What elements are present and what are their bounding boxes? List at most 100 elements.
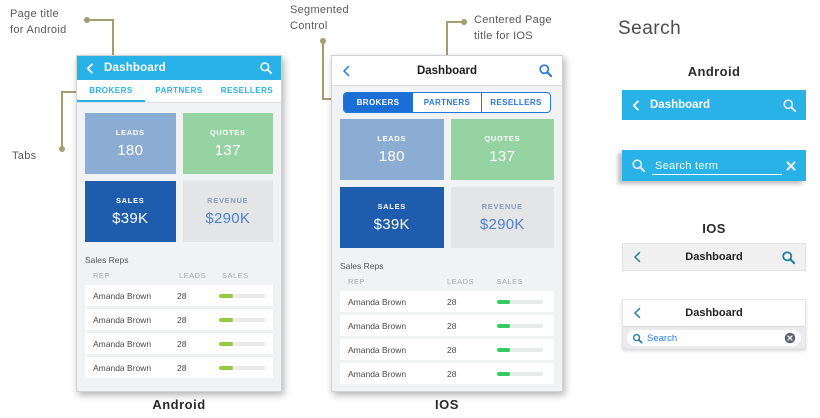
search-icon[interactable]: [782, 98, 797, 113]
circle-close-icon[interactable]: [784, 332, 796, 344]
page-title: Dashboard: [104, 62, 166, 74]
column-header-rep: REP: [93, 270, 110, 280]
stat-card-revenue: REVENUE $290K: [182, 181, 273, 242]
rep-name: Amanda Brown: [93, 290, 152, 301]
card-label: QUOTES: [209, 128, 246, 137]
back-icon[interactable]: [632, 307, 644, 319]
sales-progress-bar: [219, 317, 265, 322]
connector-dot: [461, 19, 467, 25]
ios-search-nav-bar: Dashboard: [622, 243, 806, 271]
table-row[interactable]: Amanda Brown 28: [85, 333, 273, 354]
search-icon[interactable]: [781, 250, 796, 265]
search-icon[interactable]: [538, 63, 553, 78]
sales-reps-title: Sales Reps: [85, 255, 129, 265]
stat-card-quotes: QUOTES 137: [182, 113, 273, 174]
table-row[interactable]: Amanda Brown 28: [340, 315, 554, 336]
connector-dot: [320, 38, 326, 44]
ios-mockup: Dashboard BROKERS PARTNERS RESELLERS LEA…: [331, 55, 563, 392]
annotation-text: title for IOS: [474, 30, 533, 42]
leads-count: 28: [447, 368, 457, 379]
ios-caption: IOS: [435, 397, 459, 412]
stat-cards: LEADS 180 QUOTES 137 SALES $39K REVENUE …: [85, 113, 273, 242]
connector-dot: [59, 146, 65, 152]
page-title: Dashboard: [685, 251, 743, 263]
page-title: Dashboard: [416, 64, 478, 77]
search-section-title: Search: [618, 18, 682, 39]
card-value: 137: [214, 142, 241, 159]
card-label: LEADS: [377, 134, 407, 143]
segment-partners[interactable]: PARTNERS: [412, 93, 481, 112]
table-row[interactable]: Amanda Brown 28: [340, 339, 554, 360]
search-input[interactable]: Search: [627, 330, 801, 346]
back-icon[interactable]: [631, 99, 642, 111]
annotation-text: for Android: [10, 24, 67, 36]
stat-card-revenue: REVENUE $290K: [450, 187, 554, 248]
stat-card-leads: LEADS 180: [340, 119, 444, 180]
rep-name: Amanda Brown: [348, 320, 407, 331]
leads-count: 28: [177, 338, 187, 349]
table-row[interactable]: Amanda Brown 28: [340, 291, 554, 312]
leads-count: 28: [447, 320, 457, 331]
segment-brokers[interactable]: BROKERS: [344, 93, 412, 112]
sales-progress-bar: [496, 371, 543, 376]
card-label: LEADS: [115, 128, 145, 137]
table-row[interactable]: Amanda Brown 28: [340, 363, 554, 384]
column-header-rep: REP: [348, 276, 365, 286]
leads-count: 28: [177, 290, 187, 301]
search-android-heading: Android: [687, 64, 741, 79]
table-row[interactable]: Amanda Brown 28: [85, 357, 273, 378]
table-header: REP LEADS SALES: [340, 274, 554, 288]
card-label: REVENUE: [481, 202, 523, 211]
leads-count: 28: [177, 314, 187, 325]
search-ios-heading: IOS: [702, 221, 726, 236]
connector-line: [61, 91, 86, 93]
annotation-centered-title-ios: Centered Page title for IOS: [474, 12, 552, 44]
ios-content: BROKERS PARTNERS RESELLERS LEADS 180 QUO…: [332, 86, 562, 391]
stat-card-sales: SALES $39K: [340, 187, 444, 248]
android-caption: Android: [152, 397, 206, 412]
ios-nav-bar: Dashboard: [332, 56, 562, 86]
ios-nav-bar: Dashboard: [623, 300, 805, 326]
back-icon[interactable]: [85, 62, 96, 74]
rep-name: Amanda Brown: [93, 314, 152, 325]
search-placeholder: Search: [647, 332, 678, 344]
tab-partners[interactable]: PARTNERS: [155, 85, 203, 95]
android-mockup: Dashboard BROKERS PARTNERS RESELLERS LEA…: [76, 55, 282, 392]
table-row[interactable]: Amanda Brown 28: [85, 285, 273, 306]
tab-brokers[interactable]: BROKERS: [77, 80, 145, 102]
rep-name: Amanda Brown: [348, 368, 407, 379]
table-header: REP LEADS SALES: [85, 268, 273, 282]
sales-progress-bar: [496, 323, 543, 328]
search-icon[interactable]: [631, 158, 646, 173]
sales-progress-bar: [496, 299, 543, 304]
annotation-segmented-control: Segmented Control: [290, 2, 349, 34]
android-search-bar[interactable]: Search term: [622, 150, 806, 181]
card-value: 137: [489, 148, 516, 165]
back-icon[interactable]: [632, 251, 644, 263]
connector-line: [88, 19, 114, 21]
connector-dot: [84, 17, 90, 23]
rep-name: Amanda Brown: [93, 338, 152, 349]
card-value: $290K: [205, 210, 251, 227]
android-app-bar: Dashboard: [77, 56, 281, 80]
sales-progress-bar: [219, 341, 265, 346]
card-value: $39K: [373, 216, 410, 233]
close-icon[interactable]: [785, 160, 797, 172]
card-value: 180: [117, 142, 144, 159]
segment-resellers[interactable]: RESELLERS: [481, 93, 550, 112]
back-icon[interactable]: [341, 65, 353, 77]
annotation-text: Tabs: [12, 150, 37, 162]
page-title: Dashboard: [685, 307, 743, 319]
sales-progress-bar: [496, 347, 543, 352]
table-row[interactable]: Amanda Brown 28: [85, 309, 273, 330]
connector-line: [446, 21, 448, 59]
connector-line: [61, 91, 63, 148]
card-label: SALES: [115, 196, 145, 205]
card-value: $39K: [112, 210, 149, 227]
tab-resellers[interactable]: RESELLERS: [220, 85, 274, 95]
search-input-value[interactable]: Search term: [655, 159, 719, 172]
annotation-text: Control: [290, 20, 328, 32]
search-icon[interactable]: [259, 61, 273, 75]
leads-count: 28: [177, 362, 187, 373]
